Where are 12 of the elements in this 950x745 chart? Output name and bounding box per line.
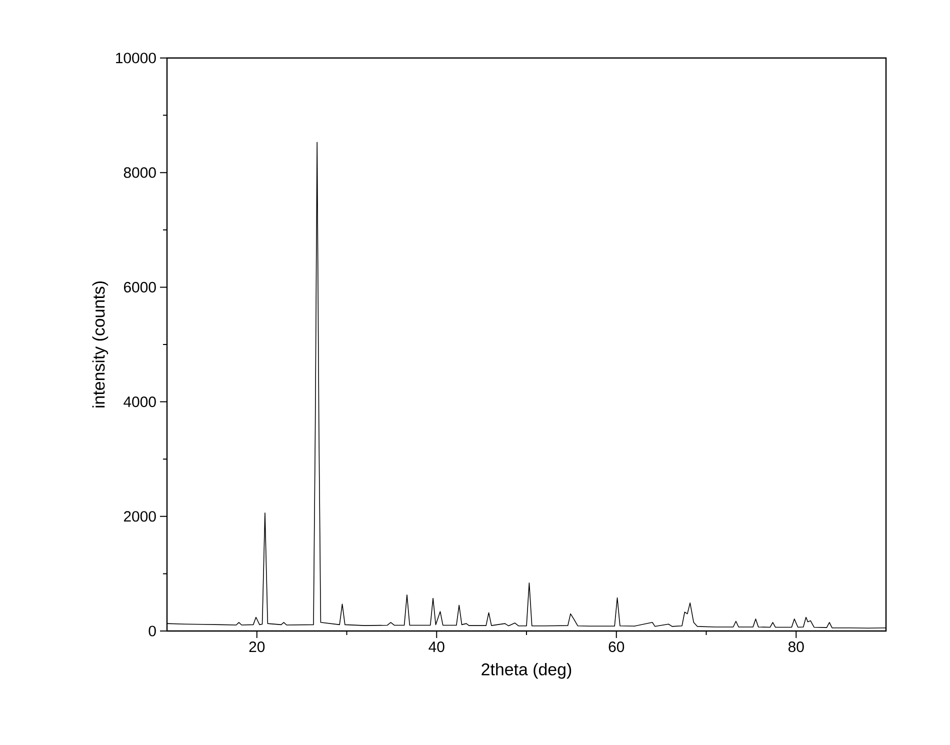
x-axis-title: 2theta (deg) [482, 662, 572, 679]
y-tick-label: 2000 [124, 511, 156, 522]
y-axis-title: intensity (counts) [92, 282, 108, 408]
x-tick-label: 80 [788, 642, 804, 652]
y-tick-label: 8000 [124, 167, 156, 178]
x-tick-label: 20 [249, 642, 265, 652]
y-tick-label: 0 [148, 626, 156, 636]
x-tick-label: 60 [608, 642, 624, 652]
y-tick-label: 6000 [124, 282, 156, 292]
y-tick-label: 10000 [116, 52, 156, 64]
x-tick-label: 40 [428, 642, 444, 652]
y-tick-label: 4000 [124, 396, 156, 408]
